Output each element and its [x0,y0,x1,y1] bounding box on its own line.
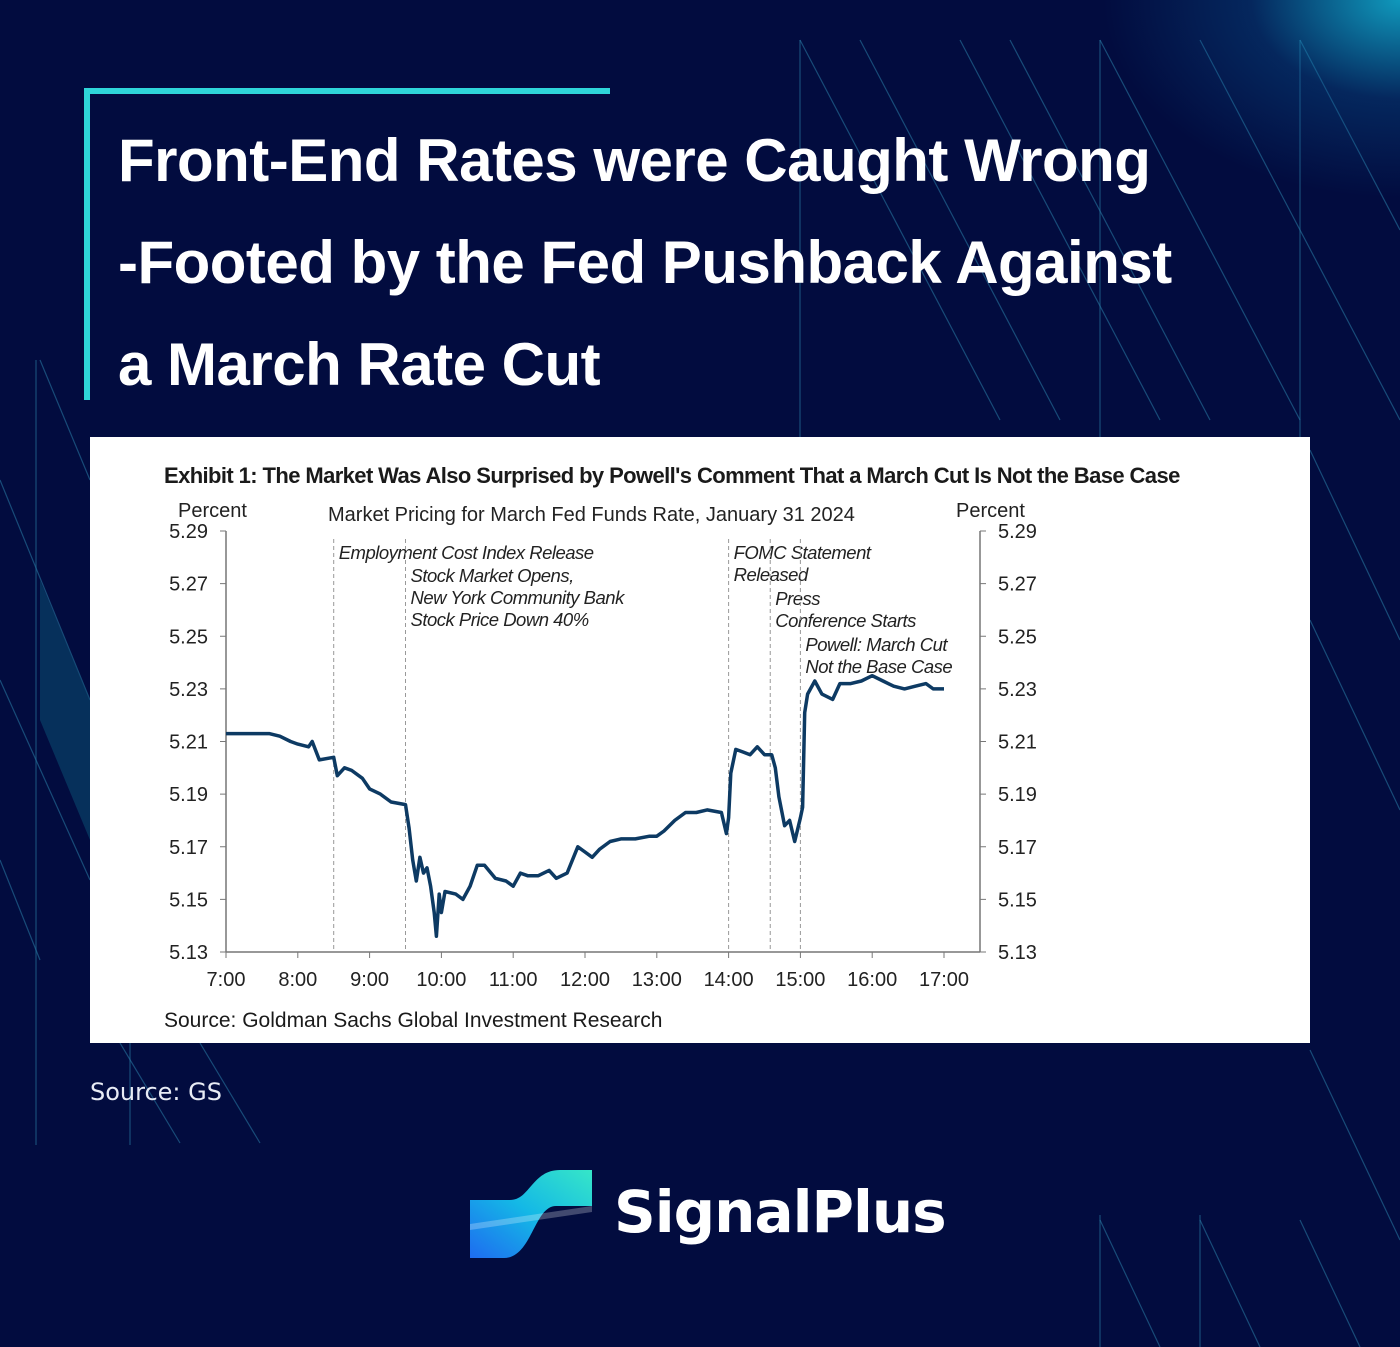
event-annotation: Press [775,588,820,609]
background-diagonal-line [39,359,91,481]
y-tick-label-left: 5.23 [169,679,208,701]
series-line-march-fed-funds [226,673,944,938]
exhibit-title: Exhibit 1: The Market Was Also Surprised… [164,463,1180,488]
signalplus-logo-icon [470,1170,592,1258]
event-annotation: New York Community Bank [411,587,627,608]
x-tick-label: 12:00 [560,969,610,991]
background-diagonal-line [1199,1219,1261,1347]
page-source: Source: GS [90,1078,222,1106]
background-diagonal-line [1299,1219,1361,1347]
x-tick-label: 7:00 [207,969,246,991]
headline-line: Front-End Rates were Caught Wrong [118,127,1151,194]
brand-name: SignalPlus [614,1178,947,1246]
y-tick-label-right: 5.23 [998,679,1037,701]
chart-card: 5.29 5.29 5.27 5.27 5.25 5.25 5.23 5.23 5.21 5.21… [90,437,1310,1043]
y-tick-label-left: 5.27 [169,574,208,596]
background-diagonal-line [0,479,91,701]
background-diagonal-line [0,679,91,881]
x-tick-label: 16:00 [847,969,897,991]
y-tick-label-left: 5.19 [169,784,208,806]
y-tick-label-right: 5.15 [998,889,1037,911]
y-tick-label-right: 5.29 [998,521,1037,543]
y-tick-label-left: 5.17 [169,837,208,859]
background-diagonal-line [1309,619,1400,811]
x-tick-label: 8:00 [278,969,317,991]
chart-source: Source: Goldman Sachs Global Investment … [164,1009,663,1032]
y-tick-label-right: 5.21 [998,732,1037,754]
y-tick-label-left: 5.13 [169,942,208,964]
x-tick-label: 9:00 [350,969,389,991]
y-tick-label-left: 5.25 [169,626,208,648]
y-tick-label-left: 5.29 [169,521,208,543]
headline: Front-End Rates were Caught Wrong -Foote… [118,110,1378,416]
background-diagonal-line [1099,1219,1161,1347]
background-diagonal-line [959,39,1161,421]
background-diagonal-line [1309,449,1400,641]
event-annotation: Not the Base Case [805,656,952,677]
y-tick-label-right: 5.13 [998,942,1037,964]
event-annotation: Conference Starts [775,610,916,631]
y-axis-label-left: Percent [178,500,247,522]
line-chart: 5.29 5.29 5.27 5.27 5.25 5.25 5.23 5.23 5.21 5.21… [169,500,1037,991]
x-tick-label: 13:00 [632,969,682,991]
event-annotation: FOMC Statement [734,542,872,563]
event-annotation: Released [734,564,809,585]
background-diagonal-line [1009,39,1211,421]
event-annotation: Powell: March Cut [805,634,948,655]
headline-line: -Footed by the Fed Pushback Against [118,229,1172,296]
y-tick-label-right: 5.27 [998,574,1037,596]
x-tick-label: 17:00 [919,969,969,991]
event-annotation: Stock Market Opens, [411,565,574,586]
event-annotation: Stock Price Down 40% [411,609,589,630]
background-diagonal-line [199,1042,261,1144]
y-tick-label-left: 5.21 [169,732,208,754]
y-tick-label-right: 5.19 [998,784,1037,806]
y-tick-label-right: 5.17 [998,837,1037,859]
event-annotation: Employment Cost Index Release [339,542,594,563]
brand-logo: SignalPlus [470,1166,947,1258]
background-glow [1100,0,1400,200]
headline-line: a March Rate Cut [118,331,601,398]
background-diagonal-line [1309,1049,1400,1241]
background-accent-shape [40,580,90,840]
y-axis-label-right: Percent [956,500,1025,522]
x-tick-label: 10:00 [416,969,466,991]
background-diagonal-line [799,39,1001,421]
headline-bracket [84,88,610,400]
x-tick-label: 15:00 [775,969,825,991]
x-tick-label: 11:00 [489,969,538,991]
y-tick-label-left: 5.15 [169,889,208,911]
background-diagonal-line [859,39,1061,421]
chart-title: Market Pricing for March Fed Funds Rate,… [328,504,855,526]
background-diagonal-line [0,859,41,961]
x-tick-label: 14:00 [704,969,754,991]
y-tick-label-right: 5.25 [998,626,1037,648]
